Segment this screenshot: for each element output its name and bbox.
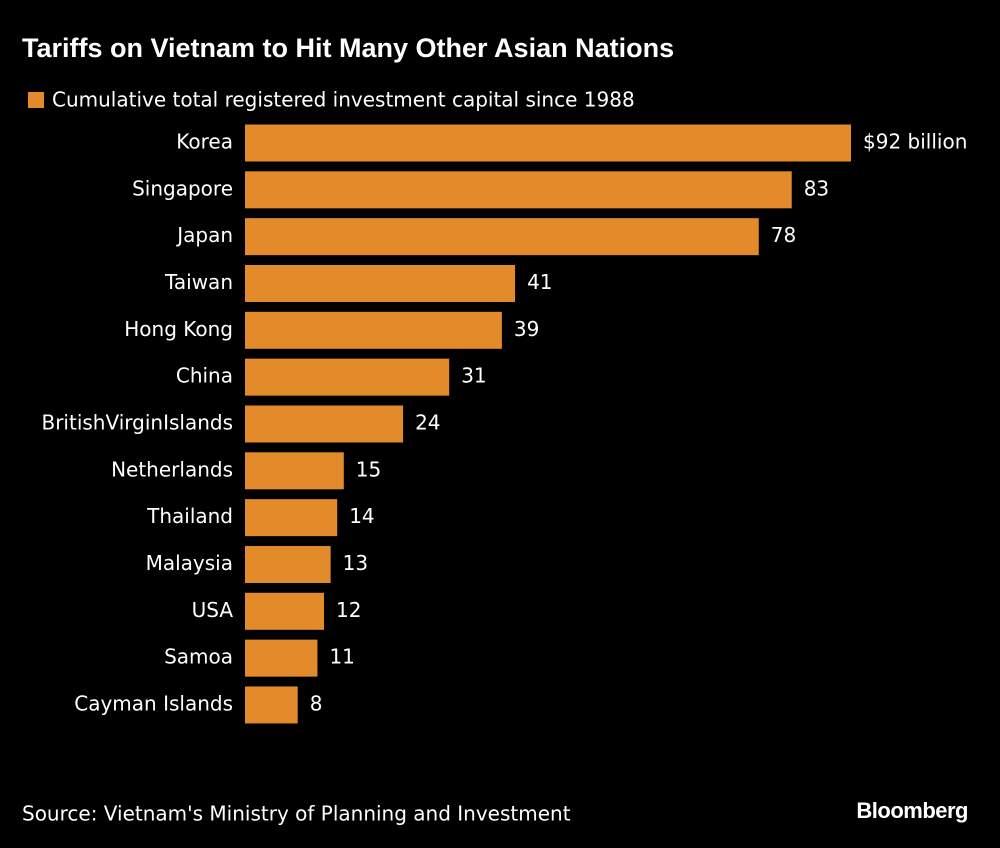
bar bbox=[245, 592, 325, 630]
y-tick-label: BritishVirginIslands bbox=[41, 410, 233, 434]
bar bbox=[245, 545, 331, 583]
y-tick-label: Netherlands bbox=[111, 457, 233, 481]
data-label: 12 bbox=[336, 598, 361, 622]
y-tick-label: Malaysia bbox=[146, 551, 233, 575]
source: Source: Vietnam's Ministry of Planning a… bbox=[22, 802, 571, 826]
bar bbox=[245, 171, 792, 209]
y-tick-label: Singapore bbox=[132, 176, 233, 200]
data-label: 24 bbox=[415, 410, 440, 434]
data-label: 11 bbox=[329, 645, 354, 669]
data-label: 15 bbox=[356, 457, 381, 481]
bar bbox=[245, 218, 759, 256]
bar bbox=[245, 358, 450, 396]
data-label: 39 bbox=[514, 317, 539, 341]
bar bbox=[245, 686, 298, 724]
data-label: 78 bbox=[771, 223, 796, 247]
data-label: 8 bbox=[310, 691, 323, 715]
brand-logo: Bloomberg bbox=[856, 798, 968, 823]
y-tick-label: Samoa bbox=[164, 645, 233, 669]
y-tick-label: USA bbox=[192, 598, 234, 622]
legend-swatch bbox=[28, 92, 44, 108]
data-label: 14 bbox=[349, 504, 374, 528]
bar bbox=[245, 311, 502, 349]
bar bbox=[245, 264, 516, 302]
bar bbox=[245, 639, 318, 677]
data-label: 41 bbox=[527, 270, 552, 294]
data-label: $92 billion bbox=[863, 130, 967, 154]
y-tick-label: Hong Kong bbox=[124, 317, 233, 341]
y-tick-label: Taiwan bbox=[164, 270, 233, 294]
y-tick-label: Korea bbox=[176, 130, 233, 154]
legend-label: Cumulative total registered investment c… bbox=[52, 88, 635, 112]
data-label: 31 bbox=[461, 364, 486, 388]
bar bbox=[245, 124, 851, 162]
y-tick-label: Thailand bbox=[146, 504, 233, 528]
data-label: 13 bbox=[343, 551, 368, 575]
bar bbox=[245, 499, 338, 537]
y-tick-label: Japan bbox=[175, 223, 233, 247]
data-label: 83 bbox=[804, 176, 829, 200]
bar bbox=[245, 452, 344, 490]
bar bbox=[245, 405, 404, 443]
y-tick-label: China bbox=[176, 364, 233, 388]
y-tick-label: Cayman Islands bbox=[74, 691, 233, 715]
chart-title: Tariffs on Vietnam to Hit Many Other Asi… bbox=[22, 33, 674, 63]
